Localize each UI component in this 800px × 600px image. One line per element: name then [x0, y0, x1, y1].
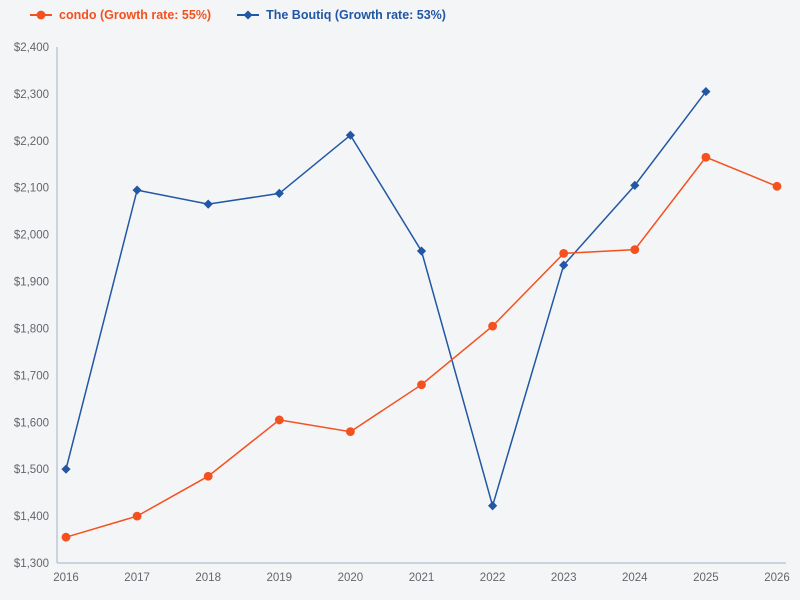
legend-item-condo[interactable]: condo (Growth rate: 55%)	[30, 8, 211, 22]
series-boutiq-point	[274, 188, 284, 198]
x-tick-label: 2023	[551, 572, 577, 584]
legend-item-boutiq[interactable]: The Boutiq (Growth rate: 53%)	[237, 8, 446, 22]
x-tick-label: 2016	[53, 572, 79, 584]
y-tick-label: $1,600	[14, 417, 49, 429]
legend-label-boutiq: The Boutiq (Growth rate: 53%)	[266, 8, 446, 22]
y-tick-label: $1,800	[14, 323, 49, 335]
y-tick-label: $1,900	[14, 277, 49, 289]
x-tick-label: 2025	[693, 572, 719, 584]
y-tick-label: $2,000	[14, 230, 49, 242]
y-tick-label: $1,400	[14, 511, 49, 523]
series-boutiq-point	[132, 185, 142, 195]
x-axis-labels: 2016 2017 2018 2019 2020 2021 2022 2023 2024 2025…	[53, 572, 790, 584]
y-tick-label: $2,200	[14, 136, 49, 148]
series-condo-point	[559, 249, 569, 258]
series-condo-point	[346, 427, 355, 437]
series-condo-line	[65, 156, 778, 538]
series-condo-point	[274, 415, 284, 425]
series-boutiq-point	[416, 246, 427, 256]
y-tick-label: $2,100	[14, 183, 49, 195]
x-tick-label: 2021	[409, 572, 435, 584]
diamond-marker-icon	[237, 10, 260, 20]
series-boutiq-point	[61, 464, 71, 474]
x-tick-label: 2018	[195, 572, 221, 584]
series-condo-point	[132, 511, 142, 521]
x-tick-label: 2017	[124, 572, 150, 584]
x-tick-label: 2020	[338, 572, 364, 584]
series-boutiq-line	[65, 91, 707, 509]
series-boutiq-point	[559, 260, 569, 270]
legend-label-condo: condo (Growth rate: 55%)	[59, 8, 212, 22]
series-boutiq	[61, 86, 711, 511]
y-axis-labels: $2,400 $2,300 $2,200 $2,100 $2,000 $1,900 $1,8…	[14, 42, 49, 570]
series-boutiq-point	[488, 501, 498, 511]
y-tick-label: $1,700	[14, 370, 49, 382]
series-boutiq-point	[345, 130, 355, 140]
y-tick-label: $1,300	[14, 558, 49, 570]
series-condo	[61, 152, 782, 542]
chart-legend: condo (Growth rate: 55%) The Boutiq (Grow…	[30, 8, 446, 22]
series-condo-point	[772, 181, 782, 191]
y-tick-label: $2,400	[14, 42, 49, 54]
series-condo-point	[203, 471, 213, 481]
y-tick-label: $2,300	[14, 89, 49, 101]
x-tick-label: 2026	[764, 572, 790, 584]
series-boutiq-point	[203, 199, 213, 209]
series-boutiq-point	[630, 180, 640, 190]
series-condo-point	[417, 380, 426, 390]
y-tick-label: $1,500	[14, 464, 49, 476]
circle-marker-icon	[30, 10, 52, 20]
series-condo-point	[61, 532, 71, 542]
x-tick-label: 2024	[622, 572, 648, 584]
series-boutiq-point	[701, 86, 711, 97]
series-condo-point	[488, 321, 497, 331]
series-condo-point	[701, 152, 711, 162]
x-tick-label: 2019	[267, 572, 293, 584]
series-condo-point	[630, 245, 640, 255]
x-tick-label: 2022	[480, 572, 506, 584]
